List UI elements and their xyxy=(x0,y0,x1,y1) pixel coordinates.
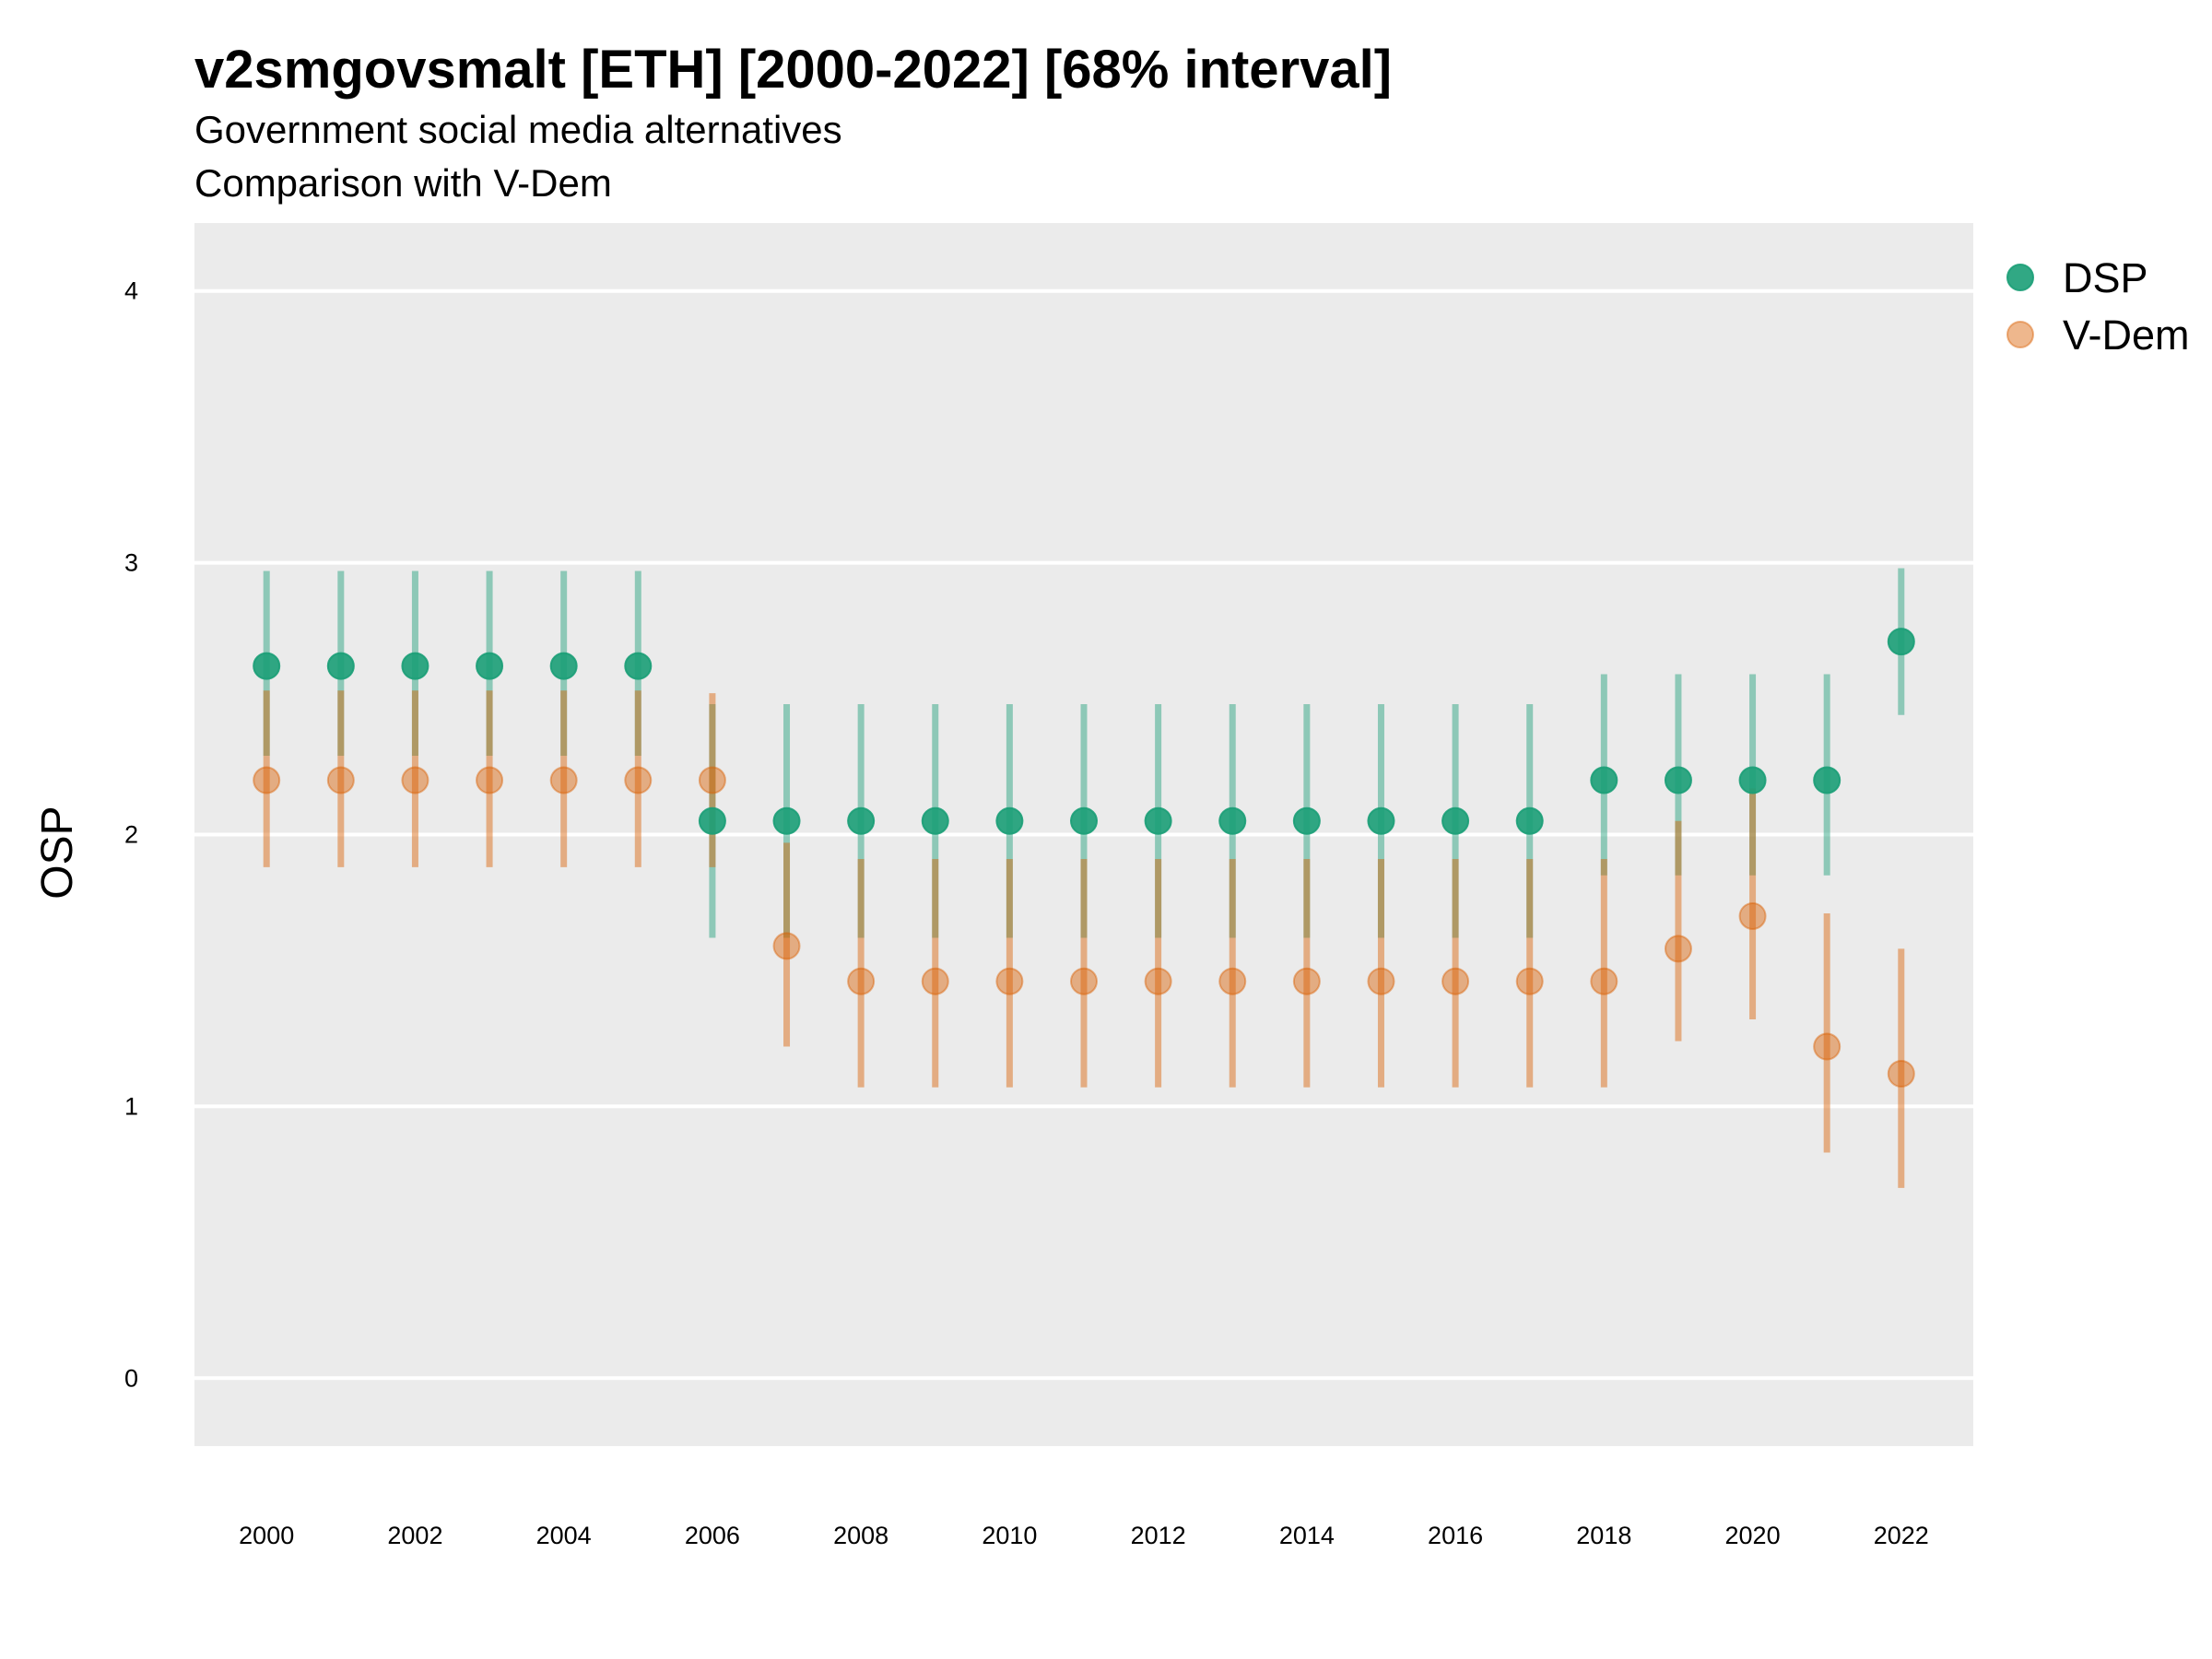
data-point xyxy=(698,766,726,794)
legend-swatch xyxy=(2006,321,2034,348)
chart-subtitle: Government social media alternatives xyxy=(194,108,842,151)
x-tick-label: 2008 xyxy=(833,1522,888,1549)
data-point xyxy=(1887,628,1915,656)
data-marks xyxy=(253,568,1915,1188)
data-point xyxy=(1515,806,1544,835)
data-point xyxy=(1367,967,1395,995)
x-tick-label: 2016 xyxy=(1428,1522,1483,1549)
x-tick-label: 2010 xyxy=(982,1522,1037,1549)
data-point xyxy=(995,967,1024,995)
data-point xyxy=(1218,967,1247,995)
y-tick-label: 4 xyxy=(124,277,138,305)
legend: DSP V-Dem xyxy=(2006,254,2190,359)
data-point xyxy=(1441,806,1470,835)
x-tick-label: 2006 xyxy=(685,1522,740,1549)
data-point xyxy=(326,652,355,680)
data-point xyxy=(624,766,653,794)
data-point xyxy=(995,806,1024,835)
data-point xyxy=(1664,766,1692,794)
y-tick-labels: 0 1 2 3 4 xyxy=(124,277,138,1393)
chart-subtitle-comparison: Comparison with V-Dem xyxy=(194,161,612,205)
data-point xyxy=(253,652,281,680)
data-point xyxy=(772,806,801,835)
data-point xyxy=(772,932,801,960)
data-point xyxy=(1813,1032,1841,1061)
y-tick-label: 1 xyxy=(124,1092,138,1120)
points-vdem xyxy=(253,766,1915,1088)
data-point xyxy=(624,652,653,680)
data-point xyxy=(476,766,504,794)
data-point xyxy=(326,766,355,794)
data-point xyxy=(1070,967,1098,995)
x-tick-label: 2020 xyxy=(1725,1522,1781,1549)
series-vdem xyxy=(263,690,1905,1188)
data-point xyxy=(401,652,429,680)
chart-title: v2smgovsmalt [ETH] [2000-2022] [68% inte… xyxy=(194,40,1392,100)
data-point xyxy=(1144,967,1172,995)
data-point xyxy=(476,652,504,680)
data-point xyxy=(1292,967,1321,995)
points-dsp xyxy=(253,628,1915,835)
data-point xyxy=(1292,806,1321,835)
data-point xyxy=(921,806,949,835)
data-point xyxy=(1144,806,1172,835)
data-point xyxy=(1515,967,1544,995)
legend-label: DSP xyxy=(2063,254,2148,301)
x-tick-label: 2004 xyxy=(536,1522,592,1549)
legend-label: V-Dem xyxy=(2063,312,2190,359)
data-point xyxy=(1218,806,1247,835)
data-point xyxy=(1590,766,1618,794)
legend-swatch xyxy=(2006,264,2034,291)
data-point xyxy=(549,652,578,680)
data-point xyxy=(1367,806,1395,835)
data-point xyxy=(549,766,578,794)
data-point xyxy=(847,806,876,835)
x-tick-label: 2012 xyxy=(1131,1522,1186,1549)
data-point xyxy=(1590,967,1618,995)
y-axis-label: OSP xyxy=(33,806,82,899)
x-tick-label: 2022 xyxy=(1874,1522,1929,1549)
data-point xyxy=(698,806,726,835)
data-point xyxy=(847,967,876,995)
data-point xyxy=(1664,935,1692,963)
data-point xyxy=(921,967,949,995)
data-point xyxy=(253,766,281,794)
data-point xyxy=(1738,901,1767,930)
data-point xyxy=(1738,766,1767,794)
data-point xyxy=(401,766,429,794)
x-tick-labels: 2000 2002 2004 2006 2008 2010 2012 2014 2016 2018… xyxy=(239,1522,1929,1549)
x-tick-label: 2014 xyxy=(1279,1522,1335,1549)
y-tick-label: 2 xyxy=(124,821,138,849)
x-tick-label: 2002 xyxy=(387,1522,442,1549)
y-tick-label: 0 xyxy=(124,1364,138,1392)
data-point xyxy=(1441,967,1470,995)
x-tick-label: 2018 xyxy=(1576,1522,1631,1549)
data-point xyxy=(1070,806,1098,835)
x-tick-label: 2000 xyxy=(239,1522,294,1549)
y-tick-label: 3 xyxy=(124,549,138,577)
data-point xyxy=(1887,1060,1915,1088)
data-point xyxy=(1813,766,1841,794)
